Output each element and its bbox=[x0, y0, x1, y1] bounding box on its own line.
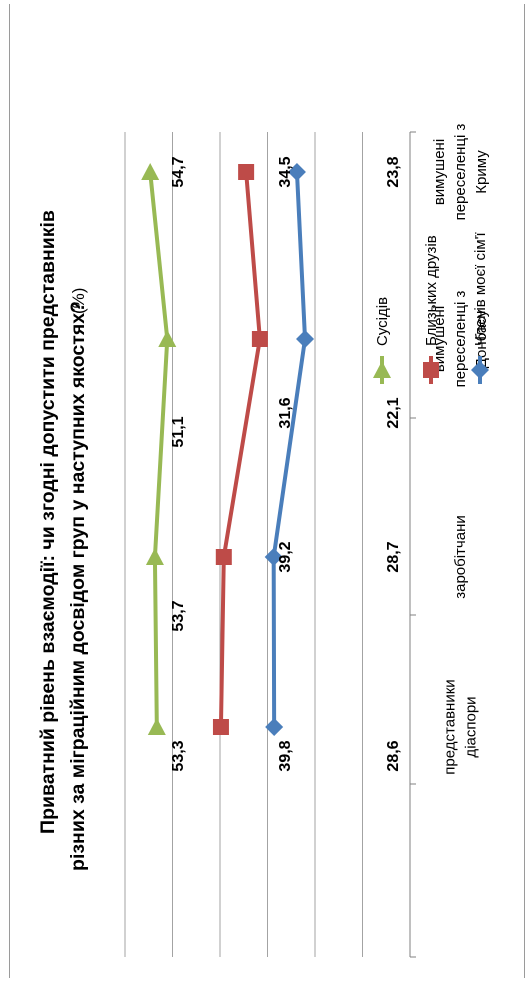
series-marker-square bbox=[238, 164, 255, 180]
series-lines bbox=[141, 163, 315, 736]
data-labels: 28,6 28,7 22,1 23,8 39,8 39,2 31,6 34,5 53,3 53,7… bbox=[170, 156, 402, 771]
data-label: 28,7 bbox=[385, 541, 402, 572]
series-marker-square bbox=[215, 549, 232, 565]
data-label: 53,7 bbox=[170, 600, 187, 631]
series-marker-diamond bbox=[296, 330, 315, 348]
series-marker-diamond bbox=[265, 718, 284, 736]
legend-label: Сусідів bbox=[374, 297, 391, 346]
data-label: 28,6 bbox=[385, 740, 402, 771]
legend: Членів моєї сім'ї Близьких друзів Сусідів bbox=[373, 232, 489, 384]
series-line-1 bbox=[271, 171, 308, 728]
series-marker-square bbox=[212, 719, 229, 735]
series-marker-triangle bbox=[145, 548, 164, 565]
x-axis-category-labels: представники діаспори заробітчани вимушені п… bbox=[431, 123, 490, 774]
chart-title-line-2: різних за міграційним досвідом груп у на… bbox=[67, 301, 89, 871]
gridlines bbox=[124, 132, 363, 957]
x-axis-category-label: вимушені переселенці з Донбасу bbox=[431, 290, 490, 387]
legend-label: Близьких друзів bbox=[423, 235, 440, 346]
series-line-3 bbox=[148, 171, 170, 728]
chart-title-unit: (%) bbox=[69, 288, 88, 314]
legend-label: Членів моєї сім'ї bbox=[472, 232, 489, 346]
series-marker-triangle bbox=[158, 330, 177, 347]
series-marker-diamond bbox=[287, 163, 306, 181]
series-marker-diamond bbox=[471, 361, 489, 379]
series-marker-diamond bbox=[264, 548, 283, 566]
chart-title-line-1: Приватний рівень взаємодії: чи згодні до… bbox=[37, 210, 59, 834]
data-label: 39,8 bbox=[277, 740, 294, 771]
data-label: 22,1 bbox=[385, 397, 402, 428]
series-marker-triangle bbox=[147, 718, 166, 735]
data-label: 34,5 bbox=[277, 156, 294, 187]
data-label: 53,3 bbox=[170, 740, 187, 771]
data-label: 39,2 bbox=[277, 541, 294, 572]
x-axis-ticks bbox=[410, 131, 416, 958]
series-line-2 bbox=[218, 171, 262, 728]
x-axis-category-label: заробітчани bbox=[452, 515, 469, 599]
x-axis-category-label: вимушені переселенці з Криму bbox=[431, 123, 490, 220]
data-label: 54,7 bbox=[170, 156, 187, 187]
series-marker-square bbox=[251, 331, 268, 347]
data-label: 31,6 bbox=[277, 397, 294, 428]
series-marker-square bbox=[423, 362, 439, 378]
series-marker-triangle bbox=[373, 361, 391, 378]
data-label: 23,8 bbox=[385, 156, 402, 187]
page-border bbox=[9, 4, 525, 978]
series-marker-triangle bbox=[141, 163, 160, 180]
data-label: 51,1 bbox=[170, 416, 187, 447]
x-axis-category-label: представники діаспори bbox=[442, 679, 480, 774]
